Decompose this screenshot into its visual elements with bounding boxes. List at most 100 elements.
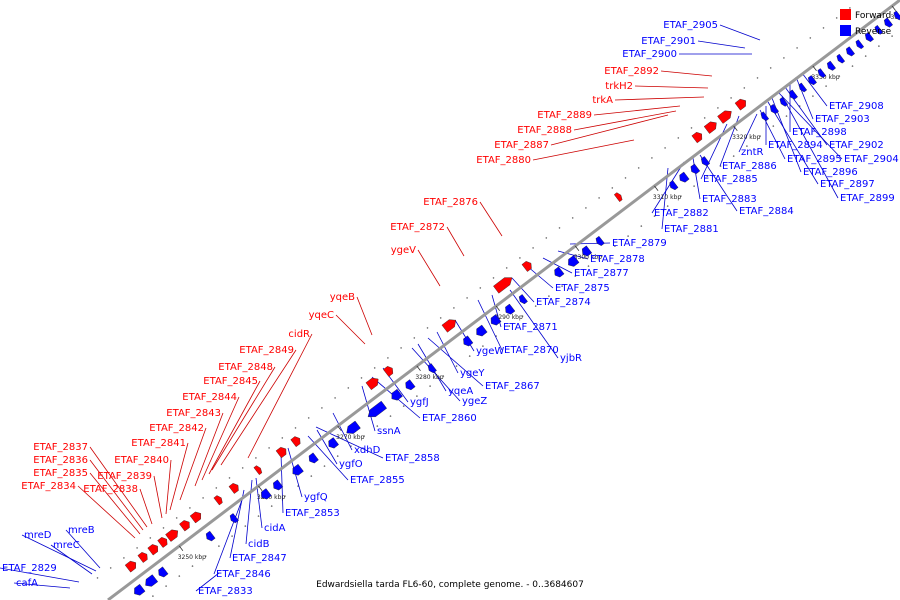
position-dot: [442, 375, 445, 377]
axis-tick: [891, 5, 897, 12]
gene-label-etaf-2885: ETAF_2885: [703, 174, 758, 185]
reverse-gene-feature-7: [292, 463, 304, 476]
reverse-gene-feature-37: [845, 46, 855, 57]
gene-label-cida: cidA: [264, 523, 286, 534]
leader-line-etaf-2904: [777, 91, 843, 160]
position-dot: [189, 507, 191, 509]
position-dot: [347, 387, 350, 389]
position-dot: [534, 305, 537, 307]
position-dot: [677, 137, 680, 139]
position-dot: [838, 75, 841, 77]
position-dot: [505, 267, 508, 269]
position-dot: [598, 197, 600, 199]
gene-label-etaf-2876: ETAF_2876: [423, 197, 478, 208]
forward-gene-feature-16: [521, 261, 532, 272]
gene-label-mreb: mreB: [68, 525, 95, 536]
axis-tick-label: 3330 kbp: [811, 74, 839, 81]
gene-label-ygfj: ygfJ: [410, 397, 429, 408]
reverse-gene-feature-9: [328, 437, 339, 449]
gene-label-ygfq: ygfQ: [304, 492, 328, 503]
gene-label-etaf-2902: ETAF_2902: [829, 140, 884, 151]
gene-label-etaf-2878: ETAF_2878: [590, 254, 645, 265]
position-dot: [666, 205, 669, 207]
position-dot: [152, 595, 154, 597]
gene-label-etaf-2901: ETAF_2901: [641, 36, 696, 47]
position-dot: [796, 47, 798, 49]
gene-label-ygev: ygeV: [391, 245, 416, 256]
gene-label-etaf-2889: ETAF_2889: [537, 110, 592, 121]
position-dot: [257, 515, 260, 517]
forward-gene-feature-9: [253, 465, 263, 475]
position-dot: [759, 135, 761, 137]
position-dot: [548, 295, 550, 297]
reverse-gene-feature-10: [346, 420, 361, 434]
position-dot: [321, 407, 323, 409]
leader-line-etaf-2844: [201, 396, 240, 481]
gene-label-etaf-2875: ETAF_2875: [555, 283, 610, 294]
gene-label-etaf-2841: ETAF_2841: [131, 438, 186, 449]
forward-gene-feature-7: [213, 495, 223, 506]
position-dot: [123, 557, 125, 559]
forward-gene-feature-17: [613, 192, 623, 202]
gene-label-etaf-2894: ETAF_2894: [768, 140, 823, 151]
gene-label-yqec: yqeC: [309, 310, 334, 321]
reverse-gene-feature-34: [817, 68, 827, 78]
position-dot: [228, 477, 231, 479]
leader-line-etaf-2877: [542, 257, 573, 274]
gene-label-etaf-2871: ETAF_2871: [503, 322, 558, 333]
position-dot: [149, 537, 152, 539]
position-dot: [231, 535, 233, 537]
gene-label-zntr: zntR: [741, 147, 764, 158]
leader-line-etaf-2845: [208, 380, 261, 475]
reverse-gene-feature-12: [391, 388, 403, 401]
reverse-gene-feature-17: [490, 314, 502, 326]
position-dot: [835, 17, 838, 19]
position-dot: [109, 567, 112, 569]
forward-gene-feature-10: [275, 446, 287, 459]
position-dot: [376, 425, 379, 427]
position-dot: [165, 585, 167, 587]
legend-swatch-reverse: [840, 25, 851, 36]
position-dot: [294, 427, 297, 429]
reverse-gene-feature-27: [700, 156, 711, 167]
leader-line-cidb: [245, 479, 253, 545]
forward-gene-feature-8: [228, 483, 239, 494]
position-dot: [244, 525, 247, 527]
reverse-gene-feature-20: [554, 266, 565, 278]
position-dot: [785, 115, 788, 117]
leader-line-ygey: [436, 331, 459, 374]
gene-label-etaf-2836: ETAF_2836: [33, 455, 88, 466]
gene-label-etaf-2835: ETAF_2835: [33, 468, 88, 479]
position-dot: [323, 465, 326, 467]
gene-label-etaf-2833: ETAF_2833: [198, 586, 253, 597]
axis-tick: [733, 125, 738, 132]
reverse-gene-feature-41: [883, 17, 893, 28]
axis-tick-label: 3260 kbp: [257, 494, 285, 501]
position-dot: [640, 225, 643, 227]
position-dot: [585, 207, 587, 209]
leader-line-etaf-2887: [550, 114, 669, 146]
genome-axis: [107, 0, 900, 600]
position-dot: [693, 185, 695, 187]
position-dot: [439, 317, 442, 319]
leader-line-etaf-2903: [795, 76, 814, 120]
reverse-gene-feature-0: [134, 583, 146, 596]
reverse-gene-feature-6: [273, 479, 284, 491]
reverse-gene-feature-19: [518, 294, 528, 305]
reverse-gene-feature-36: [836, 53, 846, 64]
position-dot: [864, 55, 867, 57]
reverse-gene-feature-3: [205, 530, 216, 542]
reverse-gene-feature-1: [145, 574, 159, 587]
axis-tick-label: 3300 kbp: [574, 254, 602, 261]
position-dot: [769, 67, 772, 69]
reverse-gene-feature-8: [308, 452, 319, 464]
leader-line-etaf-2838: [139, 488, 153, 525]
leader-line-etaf-2836: [89, 459, 144, 531]
gene-label-etaf-2837: ETAF_2837: [33, 442, 88, 453]
position-dot: [680, 195, 682, 197]
forward-gene-feature-13: [383, 366, 394, 377]
reverse-gene-feature-18: [505, 303, 516, 315]
position-dot: [202, 497, 204, 499]
position-dot: [756, 77, 759, 79]
gene-label-cidr: cidR: [288, 329, 310, 340]
